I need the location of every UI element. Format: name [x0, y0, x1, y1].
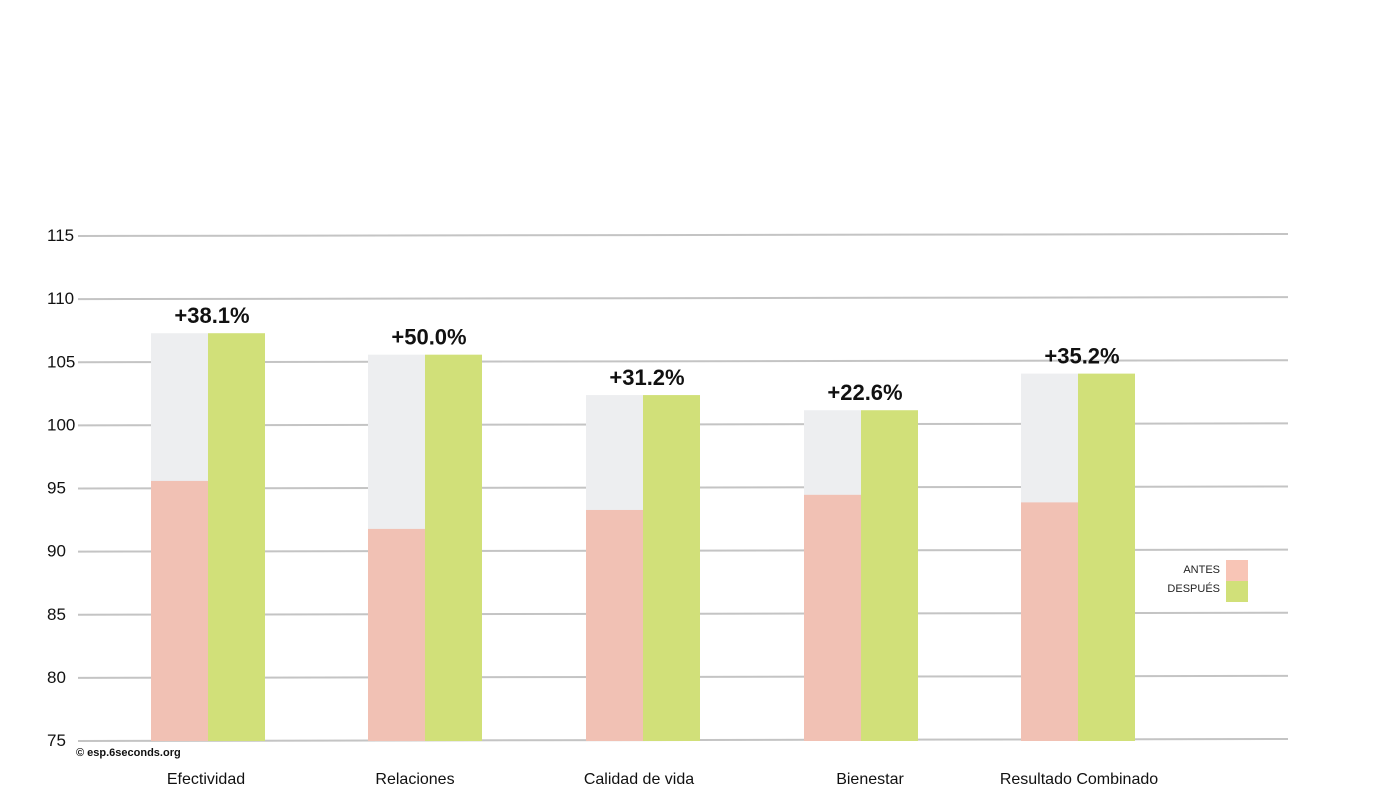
bar-antes: [586, 509, 643, 741]
legend-swatch-antes: [1226, 560, 1248, 581]
y-tick-label: 90: [47, 542, 66, 561]
bar-despues: [208, 333, 265, 741]
legend-swatch-despues: [1226, 581, 1248, 602]
legend-label-despues: DESPUÉS: [1167, 582, 1220, 595]
x-category-label: Resultado Combinado: [1000, 771, 1158, 788]
gridline: [77, 296, 1289, 301]
change-label: +31.2%: [609, 365, 684, 390]
y-tick-label: 100: [47, 415, 75, 434]
x-category-label: Bienestar: [836, 771, 904, 788]
y-tick-label: 110: [47, 289, 74, 308]
change-label: +50.0%: [391, 325, 466, 350]
bar-antes: [1021, 502, 1078, 741]
bar-despues: [425, 354, 482, 741]
y-tick-label: 80: [47, 668, 66, 687]
y-tick-label: 75: [47, 731, 66, 750]
x-axis-categories: Efectividad Relaciones Calidad de vida Bien…: [167, 771, 1158, 788]
change-label: +38.1%: [174, 303, 249, 328]
bar-antes: [804, 494, 861, 741]
legend: ANTES DESPUÉS: [1167, 560, 1248, 602]
gridline: [77, 233, 1289, 237]
x-category-label: Efectividad: [167, 771, 245, 788]
x-category-label: Calidad de vida: [584, 771, 694, 788]
bar-antes: [368, 528, 425, 741]
change-label: +35.2%: [1044, 344, 1119, 369]
gridline: [77, 359, 1289, 364]
bar-despues: [1078, 373, 1135, 741]
bar-despues: [643, 395, 700, 741]
y-tick-label: 85: [47, 605, 66, 624]
x-category-label: Relaciones: [375, 771, 454, 788]
y-tick-label: 115: [47, 226, 74, 245]
y-tick-label: 105: [47, 352, 75, 371]
y-tick-label: 95: [47, 479, 66, 498]
y-axis-ticks: 115 110 105 100 95 90 85 80 75: [47, 226, 75, 750]
credit-text: © esp.6seconds.org: [76, 747, 181, 759]
bars: [151, 333, 1135, 741]
change-label: +22.6%: [827, 380, 902, 405]
bar-despues: [861, 410, 918, 741]
change-labels: +38.1% +50.0% +31.2% +22.6% +35.2%: [174, 303, 1119, 405]
legend-label-antes: ANTES: [1183, 564, 1220, 576]
bar-antes: [151, 480, 208, 741]
